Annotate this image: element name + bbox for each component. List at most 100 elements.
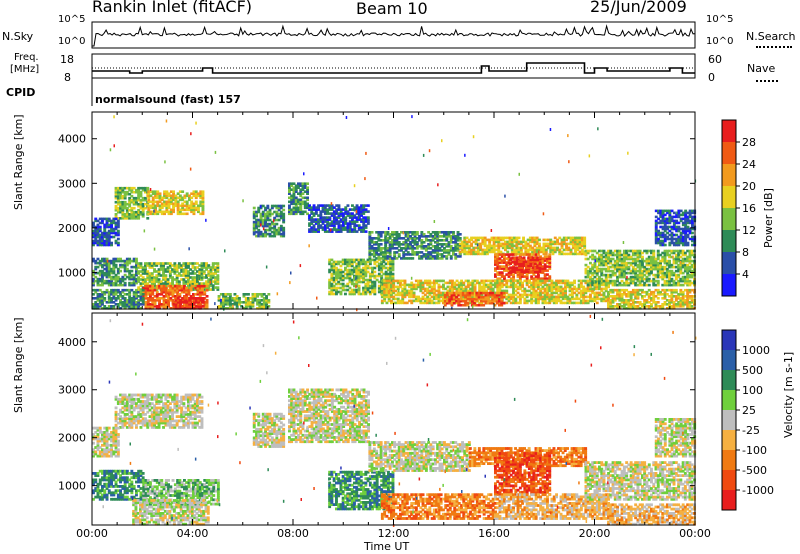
power-cell [364,292,368,296]
power-cell [188,307,192,310]
power-cell [591,289,595,293]
power-cell [351,208,354,211]
power-cell [150,274,154,277]
power-cell [137,213,141,216]
power-cell [332,228,336,231]
power-cell [297,202,300,206]
power-cell [317,208,320,211]
power-cell [561,287,565,291]
power-cell [257,228,261,232]
power-cell [457,291,461,295]
power-cell [98,225,102,229]
power-cell [387,274,390,278]
power-cell [559,289,563,293]
power-cell [299,208,303,212]
power-cell [437,299,441,303]
power-cell [128,198,132,202]
power-cell [267,293,271,296]
power-cell [528,244,532,248]
power-cell [353,284,356,288]
power-cell [103,235,107,239]
power-cell [268,222,272,226]
power-cell [366,266,370,270]
power-cell [312,220,316,223]
power-cell [552,301,556,305]
power-cell [335,292,338,296]
power-cell [201,202,205,206]
power-cell [222,297,225,300]
power-cell [190,204,194,208]
power-cell [460,289,463,293]
power-cell [194,190,198,193]
power-cell [520,258,524,261]
power-cell [148,276,152,279]
power-cell [483,236,487,240]
power-cell [141,208,145,212]
power-cell [235,295,239,298]
power-cell [387,260,390,264]
power-cell [371,282,374,286]
power-cell [552,281,556,285]
power-cell [413,237,417,240]
power-cell [92,305,95,308]
power-cell [332,264,336,268]
power-cell [512,287,515,291]
power-cell [330,286,334,290]
power-cell [580,244,584,248]
power-cell [443,247,446,250]
power-cell [146,293,150,296]
power-cell [371,258,374,262]
power-cell [116,210,120,214]
power-cell [158,303,161,306]
power-cell [505,257,509,260]
power-cell [530,275,534,278]
power-cell [169,202,173,206]
power-cell [602,259,606,263]
power-cell [467,246,471,250]
power-cell [533,242,537,246]
power-cell [201,192,205,195]
power-cell [396,279,400,283]
power-cell [496,267,500,270]
power-cell [518,268,521,271]
power-cell [339,224,343,227]
power-cell [595,295,599,299]
power-cell [164,293,168,296]
power-cell [539,277,543,280]
power-cell [98,271,102,275]
power-cell [135,213,138,216]
power-cell [259,232,263,236]
power-cell [522,236,525,240]
power-cell [362,216,366,219]
power-cell [176,299,180,302]
power-cell [533,268,537,271]
power-cell [487,285,491,289]
power-cell [497,248,501,252]
power-cell [116,190,120,194]
power-cell [184,274,188,277]
power-cell [96,223,100,227]
power-cell [466,283,470,287]
power-cell [181,196,185,200]
power-cell [275,232,279,236]
power-cell [130,303,134,306]
power-cell [447,233,451,236]
power-cell [541,265,545,268]
power-cell [125,202,129,206]
power-cell [119,257,122,261]
power-cell [598,253,601,257]
power-cell [98,261,102,265]
power-cell [436,231,440,234]
power-cell [159,274,163,277]
power-cell [164,288,168,292]
power-cell [119,194,122,198]
power-cell [159,268,163,271]
power-cell [116,303,120,306]
power-cell [479,246,483,250]
power-cell [192,297,196,300]
power-cell [337,220,341,223]
power-cell [507,263,511,266]
power-cell [144,290,148,294]
power-cell [589,295,592,299]
power-cell [252,226,256,230]
